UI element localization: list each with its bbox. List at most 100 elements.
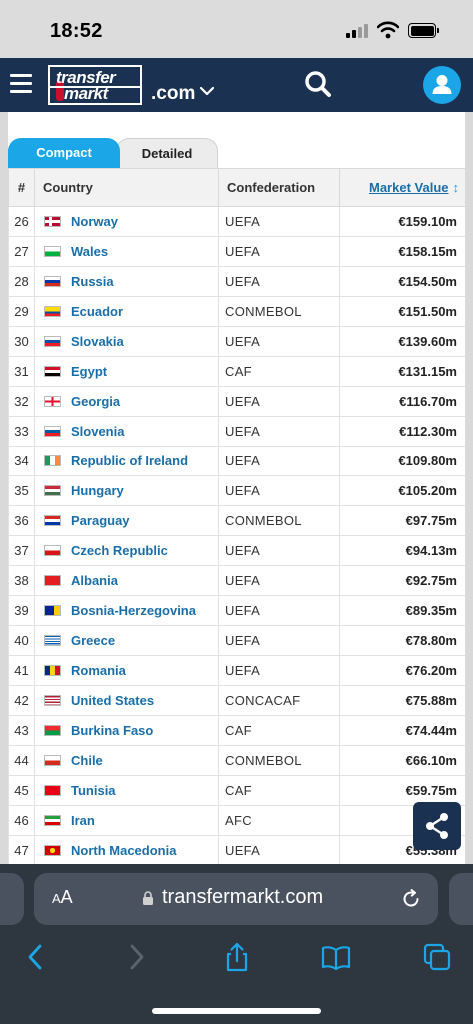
country-cell[interactable]: Chile <box>34 744 219 776</box>
country-link[interactable]: Wales <box>71 243 109 259</box>
view-tabs: Detailed Compact <box>8 138 465 168</box>
url-text[interactable]: transfermarkt.com <box>162 886 324 908</box>
site-header: transfer markt .com <box>0 58 473 112</box>
country-cell[interactable]: Tunisia <box>34 774 219 806</box>
confederation-cell: UEFA <box>218 325 340 357</box>
greece-flag-icon <box>44 635 61 647</box>
wifi-icon <box>377 21 399 39</box>
russia-flag-icon <box>44 275 61 287</box>
rank-cell: 47 <box>8 834 35 864</box>
romania-flag-icon <box>44 665 61 677</box>
market-value-cell: €151.50m <box>339 295 465 327</box>
rank-cell: 43 <box>8 714 35 746</box>
country-cell[interactable]: Paraguay <box>34 505 219 537</box>
country-link[interactable]: Republic of Ireland <box>71 453 189 469</box>
country-link[interactable]: Albania <box>71 573 118 589</box>
country-link[interactable]: North Macedonia <box>71 842 177 858</box>
norway-flag-icon <box>44 215 61 227</box>
country-cell[interactable]: Bosnia-Herzegovina <box>34 595 219 627</box>
country-cell[interactable]: Burkina Faso <box>34 714 219 746</box>
market-value-cell: €75.88m <box>339 685 465 716</box>
column-header-confederation: Confederation <box>218 168 340 207</box>
country-link[interactable]: Slovenia <box>71 423 125 439</box>
domain-selector-label[interactable]: .com <box>151 83 196 104</box>
confederation-cell: CAF <box>218 355 340 387</box>
bookmarks-icon[interactable] <box>321 942 351 972</box>
country-cell[interactable]: Romania <box>34 655 219 686</box>
logo-line1: transfer <box>56 68 116 87</box>
share-button[interactable] <box>413 802 461 850</box>
table-row: 41 Romania UEFA €76.20m <box>8 655 465 686</box>
market-value-cell: €89.35m <box>339 595 465 627</box>
address-bar[interactable]: AA transfermarkt.com <box>34 873 438 925</box>
chile-flag-icon <box>44 754 61 766</box>
hamburger-menu-icon[interactable] <box>10 74 32 94</box>
transfermarkt-logo[interactable]: transfer markt <box>48 65 142 105</box>
confederation-cell: UEFA <box>218 625 340 657</box>
country-link[interactable]: Romania <box>71 663 126 679</box>
country-cell[interactable]: Wales <box>34 235 219 267</box>
next-tab-preview[interactable] <box>449 873 473 925</box>
country-link[interactable]: Chile <box>71 752 103 768</box>
country-link[interactable]: Egypt <box>71 363 108 379</box>
country-cell[interactable]: North Macedonia <box>34 834 219 864</box>
search-icon[interactable] <box>304 70 332 98</box>
country-link[interactable]: Georgia <box>71 393 121 409</box>
rank-cell: 44 <box>8 744 35 776</box>
country-link[interactable]: Paraguay <box>71 513 130 529</box>
country-link[interactable]: Burkina Faso <box>71 722 154 738</box>
country-cell[interactable]: Russia <box>34 265 219 297</box>
country-cell[interactable]: Republic of Ireland <box>34 445 219 477</box>
country-link[interactable]: Tunisia <box>71 782 116 798</box>
country-cell[interactable]: Greece <box>34 625 219 657</box>
country-cell[interactable]: Iran <box>34 804 219 836</box>
country-cell[interactable]: Hungary <box>34 475 219 507</box>
country-cell[interactable]: Czech Republic <box>34 535 219 567</box>
table-row: 27 Wales UEFA €158.15m <box>8 235 465 267</box>
country-link[interactable]: Czech Republic <box>71 543 168 559</box>
country-link[interactable]: Iran <box>71 812 95 828</box>
status-time: 18:52 <box>50 20 103 42</box>
country-cell[interactable]: Albania <box>34 565 219 597</box>
market-value-cell: €94.13m <box>339 535 465 567</box>
georgia-flag-icon <box>44 395 61 407</box>
country-link[interactable]: Ecuador <box>71 303 124 319</box>
country-link[interactable]: United States <box>71 692 155 708</box>
rank-cell: 31 <box>8 355 35 387</box>
market-value-cell: €139.60m <box>339 325 465 357</box>
text-size-button[interactable]: AA <box>52 887 73 907</box>
tab-detailed[interactable]: Detailed <box>116 138 218 168</box>
rank-cell: 29 <box>8 295 35 327</box>
table-row: 36 Paraguay CONMEBOL €97.75m <box>8 505 465 537</box>
main-content: Detailed Compact # Country Confederation… <box>8 112 465 864</box>
country-link[interactable]: Hungary <box>71 483 124 499</box>
back-icon[interactable] <box>20 942 50 972</box>
confederation-cell: UEFA <box>218 565 340 597</box>
sort-icon[interactable]: ↕ <box>452 180 460 195</box>
country-cell[interactable]: Ecuador <box>34 295 219 327</box>
table-row: 38 Albania UEFA €92.75m <box>8 565 465 597</box>
country-cell[interactable]: Georgia <box>34 385 219 417</box>
reload-icon[interactable] <box>400 888 422 910</box>
country-link[interactable]: Russia <box>71 273 114 289</box>
country-link[interactable]: Greece <box>71 633 116 649</box>
country-cell[interactable]: Egypt <box>34 355 219 387</box>
country-cell[interactable]: United States <box>34 685 219 716</box>
column-header-market-value[interactable]: Market Value ↕ <box>339 168 465 207</box>
country-cell[interactable]: Slovenia <box>34 415 219 447</box>
previous-tab-preview[interactable] <box>0 873 24 925</box>
forward-icon[interactable] <box>122 942 152 972</box>
country-cell[interactable]: Norway <box>34 206 219 237</box>
confederation-cell: UEFA <box>218 385 340 417</box>
user-account-icon[interactable] <box>423 66 461 104</box>
confederation-cell: UEFA <box>218 265 340 297</box>
share-sheet-icon[interactable] <box>222 942 252 972</box>
country-link[interactable]: Slovakia <box>71 333 124 349</box>
tunisia-flag-icon <box>44 784 61 796</box>
country-cell[interactable]: Slovakia <box>34 325 219 357</box>
chevron-down-icon[interactable] <box>199 84 215 98</box>
country-link[interactable]: Bosnia-Herzegovina <box>71 603 196 619</box>
country-link[interactable]: Norway <box>71 213 118 229</box>
tab-compact[interactable]: Compact <box>8 138 120 168</box>
tabs-icon[interactable] <box>422 942 452 972</box>
